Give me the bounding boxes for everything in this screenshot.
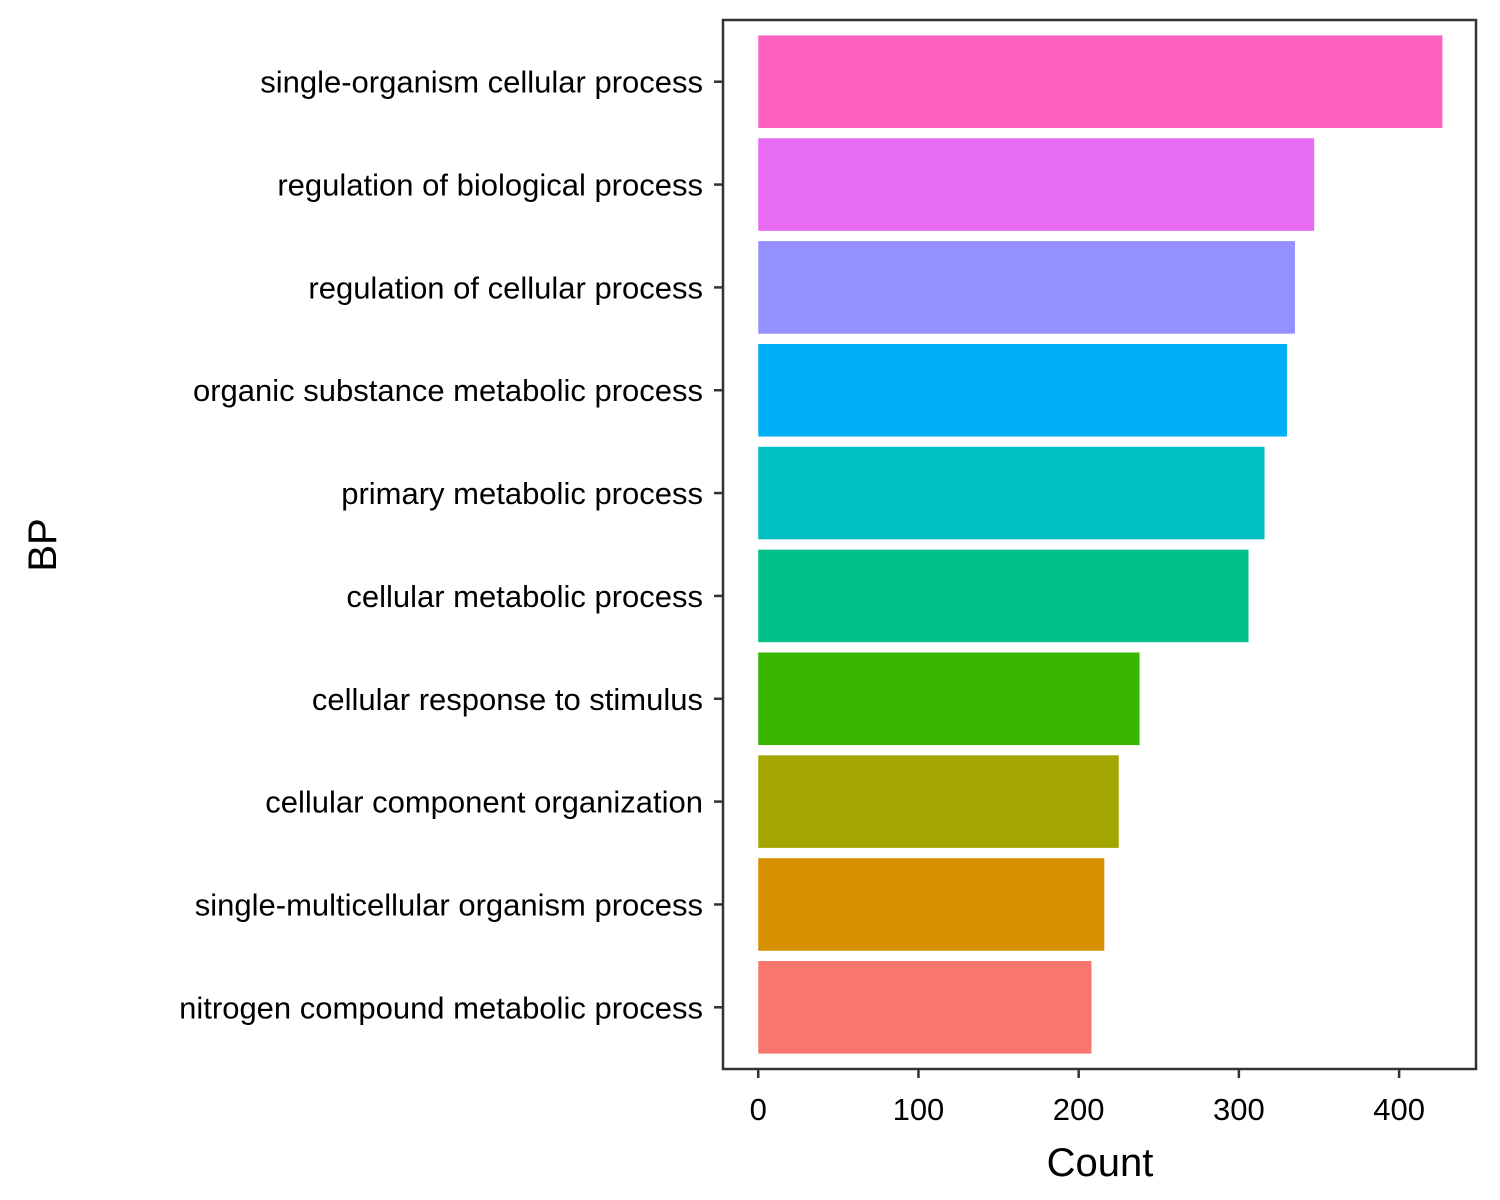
y-tick-label: cellular component organization	[265, 785, 703, 820]
y-axis-title: BP	[21, 518, 65, 571]
x-axis-title: Count	[1047, 1141, 1154, 1185]
x-tick-label: 400	[1373, 1092, 1425, 1127]
bar	[758, 138, 1315, 231]
bar	[758, 35, 1443, 128]
bars-group	[758, 35, 1443, 1054]
y-tick-label: regulation of cellular process	[308, 270, 703, 305]
x-tick-label: 100	[893, 1092, 945, 1127]
panel-border	[721, 18, 1478, 1071]
y-tick-label: cellular response to stimulus	[312, 682, 703, 717]
x-axis: 0 100 200 300 400	[750, 1069, 1425, 1127]
y-tick-label: single-multicellular organism process	[195, 887, 703, 922]
bar	[758, 343, 1287, 437]
bar	[758, 549, 1249, 643]
y-tick-label: nitrogen compound metabolic process	[179, 990, 703, 1025]
y-axis: single-organism cellular process regulati…	[179, 65, 723, 1025]
bar	[758, 858, 1105, 951]
bar	[758, 652, 1140, 746]
x-tick-label: 0	[750, 1092, 767, 1127]
y-tick-label: organic substance metabolic process	[193, 373, 703, 408]
y-tick-label: cellular metabolic process	[346, 579, 703, 614]
y-tick-label: single-organism cellular process	[260, 65, 703, 100]
bar	[758, 446, 1265, 540]
bar	[758, 241, 1295, 334]
x-tick-label: 200	[1053, 1092, 1105, 1127]
bar	[758, 961, 1092, 1054]
bar	[758, 755, 1119, 848]
y-tick-label: primary metabolic process	[341, 476, 703, 511]
y-tick-label: regulation of biological process	[277, 168, 703, 203]
x-tick-label: 300	[1213, 1092, 1265, 1127]
